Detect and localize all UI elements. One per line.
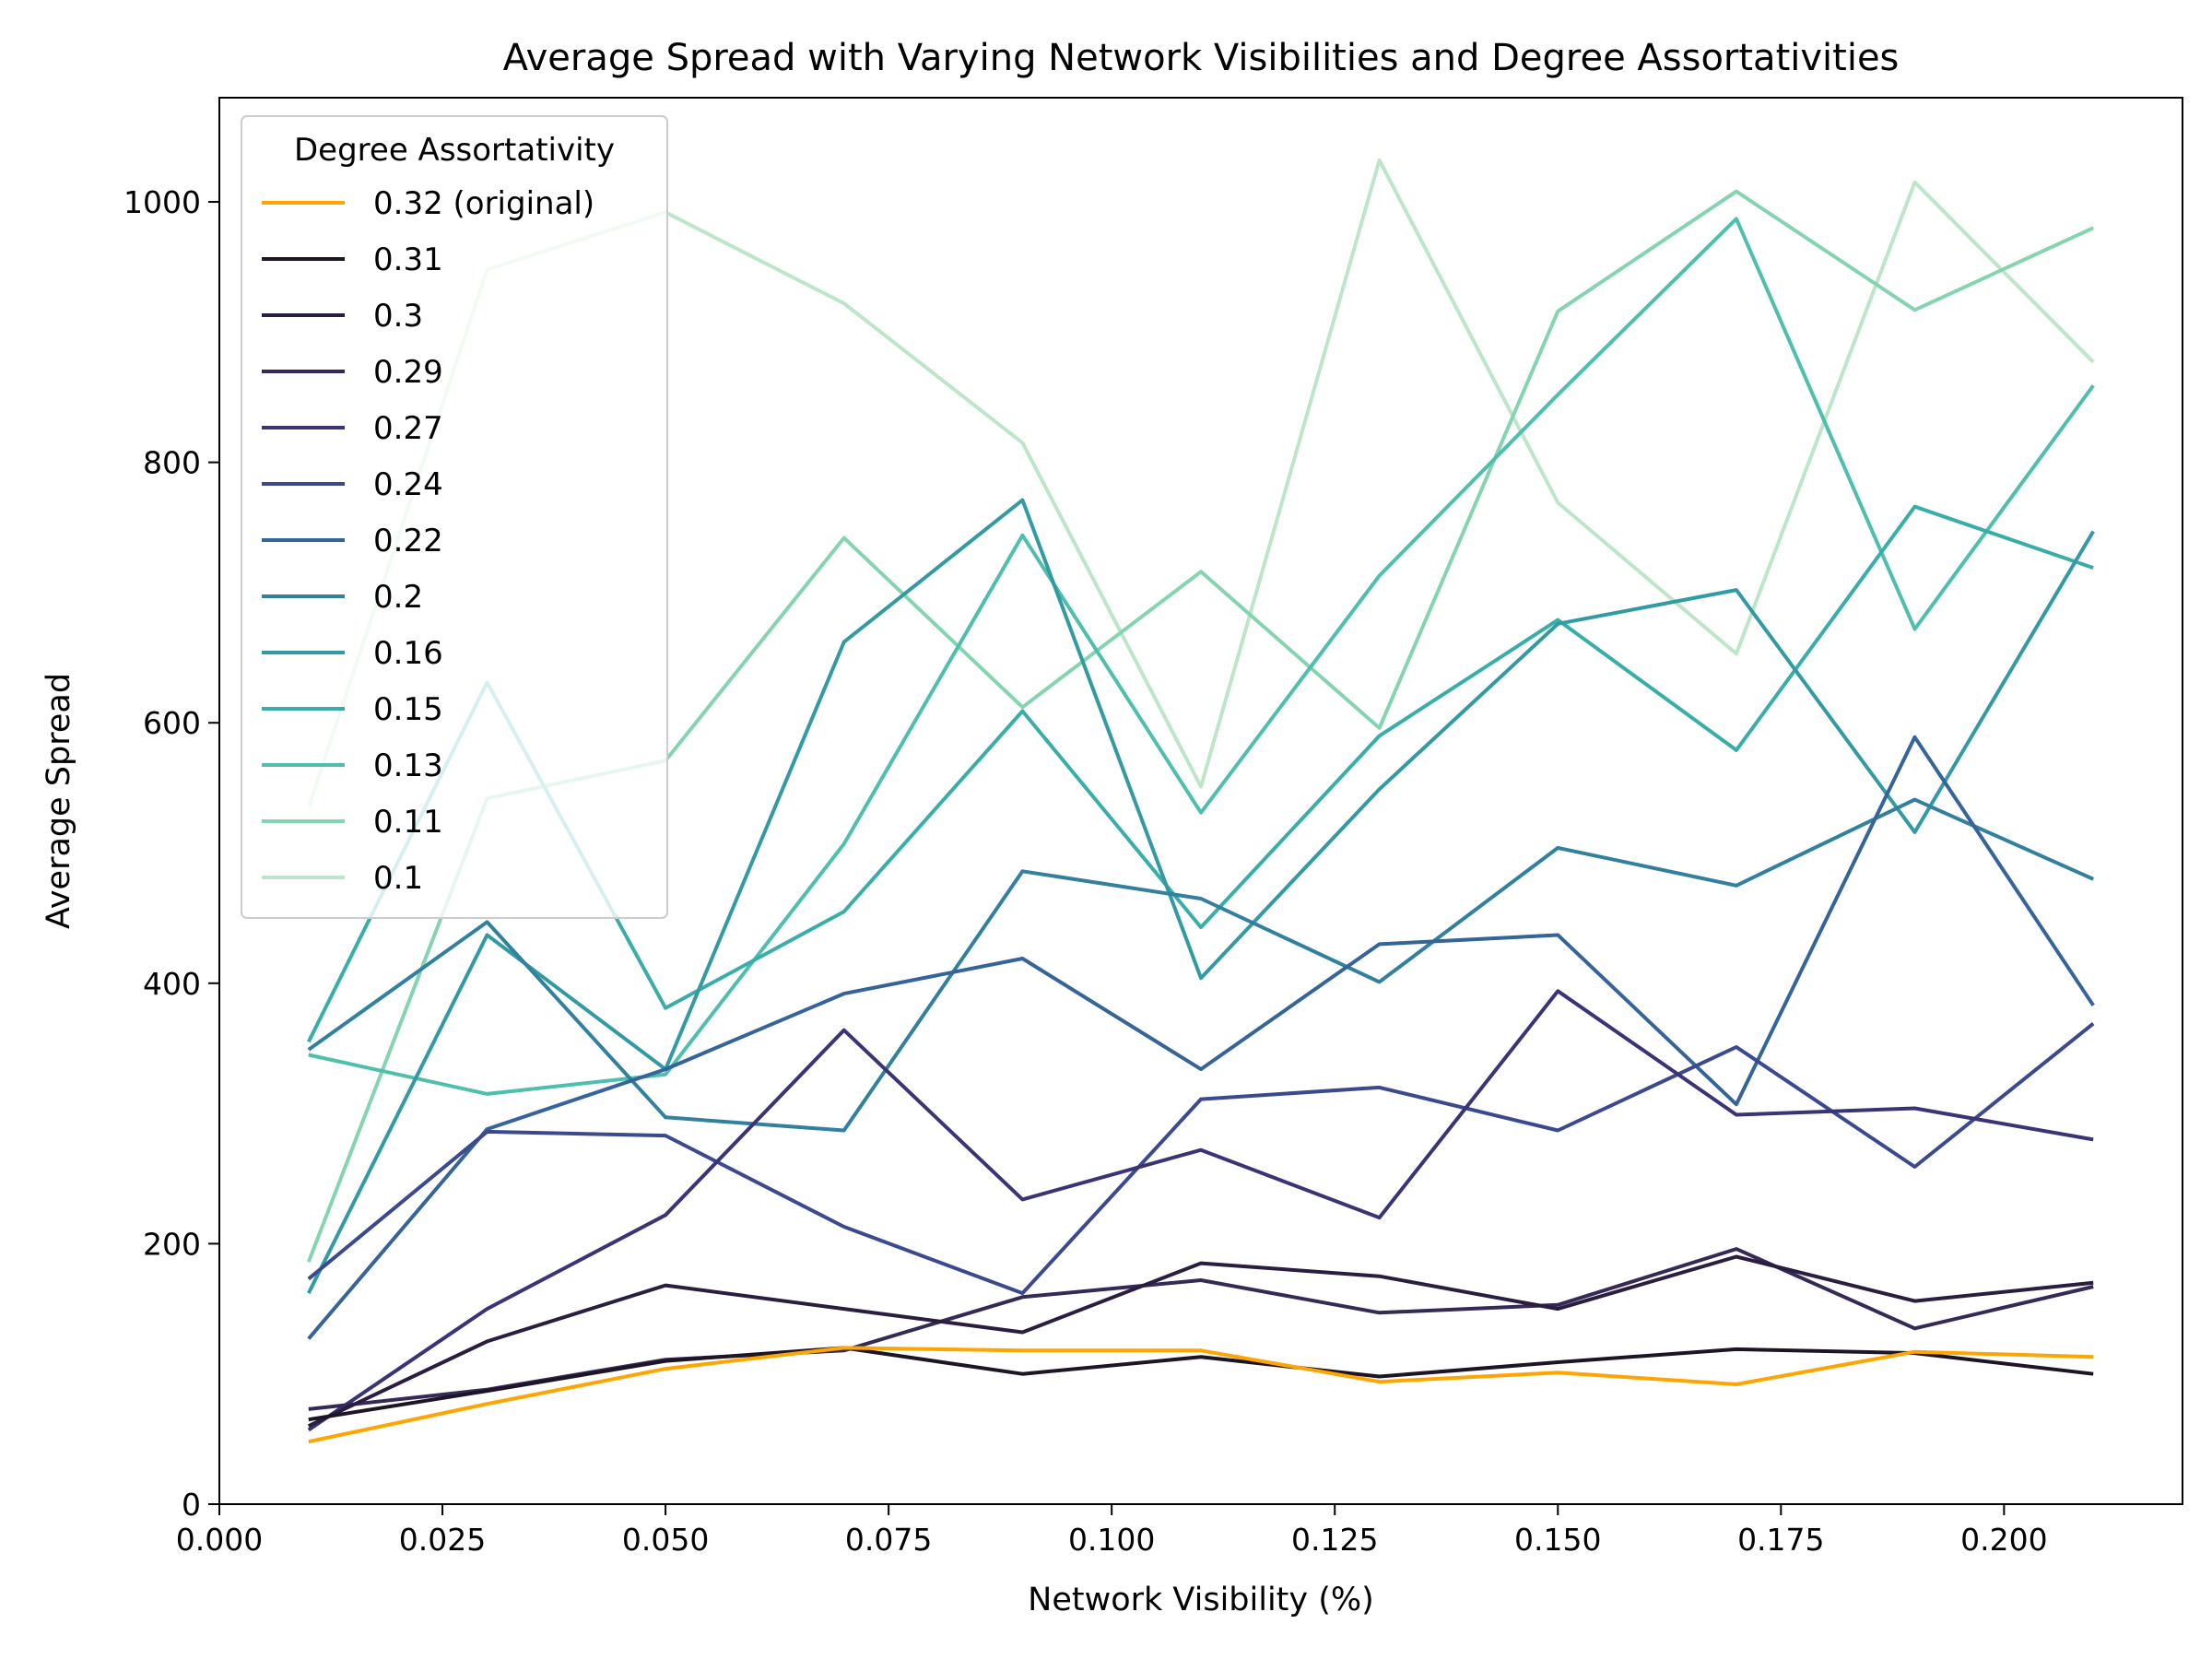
series-line bbox=[307, 498, 2095, 1294]
series-line bbox=[308, 217, 2095, 1096]
legend-box bbox=[241, 115, 668, 919]
x-tick-label: 0.025 bbox=[399, 1522, 486, 1558]
x-axis: 0.000 0.025 0.050 0.075 0.100 0.125 0.150 0.175… bbox=[176, 1504, 2048, 1558]
legend-title: Degree Assortativity bbox=[294, 132, 615, 169]
legend-items: 0.32 (original) 0.31 0.3 0.29 0.27 0.24 0.22 0.… bbox=[262, 185, 594, 897]
legend: Degree Assortativity 0.32 (original) 0.31… bbox=[241, 115, 668, 919]
legend-label: 0.32 (original) bbox=[373, 185, 594, 222]
plot-frame bbox=[218, 97, 2183, 1505]
y-axis: 0 200 400 600 800 1000 bbox=[124, 184, 219, 1523]
chart-title: Average Spread with Varying Network Visi… bbox=[503, 37, 1900, 79]
x-tick-label: 0.075 bbox=[845, 1522, 932, 1558]
legend-label: 0.31 bbox=[373, 241, 443, 278]
series-line bbox=[307, 1254, 2094, 1429]
series-layer bbox=[306, 158, 2095, 1444]
series-line bbox=[307, 989, 2094, 1432]
series-line bbox=[307, 735, 2095, 1340]
x-tick-label: 0.125 bbox=[1291, 1522, 1378, 1558]
legend-label: 0.2 bbox=[373, 579, 423, 616]
x-tick-label: 0.200 bbox=[1960, 1522, 2047, 1558]
series-line bbox=[308, 1346, 2094, 1444]
legend-label: 0.22 bbox=[373, 523, 443, 559]
y-tick-label: 0 bbox=[182, 1487, 201, 1523]
x-tick-label: 0.150 bbox=[1514, 1522, 1601, 1558]
y-tick-label: 400 bbox=[143, 966, 201, 1002]
y-axis-label: Average Spread bbox=[41, 673, 77, 929]
legend-label: 0.15 bbox=[373, 691, 443, 728]
y-tick-label: 600 bbox=[143, 705, 201, 741]
legend-label: 0.1 bbox=[373, 860, 423, 897]
legend-label: 0.11 bbox=[373, 804, 443, 841]
y-tick-label: 1000 bbox=[124, 184, 201, 220]
x-tick-label: 0.000 bbox=[176, 1522, 263, 1558]
legend-label: 0.13 bbox=[373, 747, 443, 784]
y-tick-label: 200 bbox=[143, 1226, 201, 1262]
x-tick-label: 0.100 bbox=[1068, 1522, 1155, 1558]
series-line bbox=[308, 1346, 2094, 1422]
legend-label: 0.29 bbox=[373, 354, 443, 391]
series-line bbox=[307, 797, 2095, 1133]
x-tick-label: 0.175 bbox=[1737, 1522, 1824, 1558]
x-tick-label: 0.050 bbox=[622, 1522, 709, 1558]
series-line bbox=[307, 1022, 2095, 1296]
legend-label: 0.3 bbox=[373, 298, 423, 335]
legend-label: 0.16 bbox=[373, 635, 443, 672]
x-axis-label: Network Visibility (%) bbox=[1028, 1582, 1374, 1618]
legend-label: 0.27 bbox=[373, 410, 443, 447]
y-tick-label: 800 bbox=[143, 445, 201, 481]
legend-label: 0.24 bbox=[373, 466, 443, 503]
